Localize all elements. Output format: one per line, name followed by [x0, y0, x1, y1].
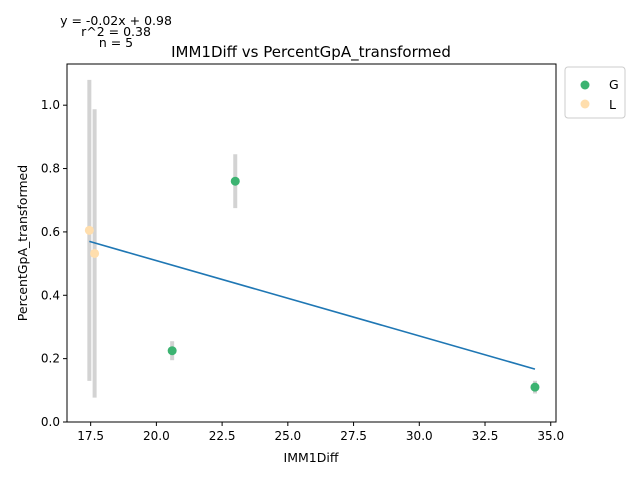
x-tick-label: 35.0: [537, 429, 564, 443]
data-point-g: [230, 176, 240, 186]
x-tick-label: 20.0: [143, 429, 170, 443]
y-axis-ticks: 0.0 0.2 0.4 0.6 0.8 1.0: [41, 98, 67, 429]
equation-annotation: y = -0.02x + 0.98: [60, 13, 172, 28]
x-tick-label: 22.5: [209, 429, 236, 443]
legend: G L: [564, 66, 626, 119]
x-axis-label: IMM1Diff: [284, 450, 339, 465]
n-annotation: n = 5: [99, 35, 133, 50]
y-tick-label: 0.8: [41, 162, 60, 176]
data-point-l: [90, 248, 100, 258]
legend-marker-g: [580, 80, 590, 90]
legend-label-g: G: [609, 77, 619, 92]
data-point-l: [84, 225, 94, 235]
data-point-g: [167, 346, 177, 356]
chart-title: IMM1Diff vs PercentGpA_transformed: [171, 43, 451, 62]
points-layer: [84, 176, 540, 392]
data-point-g: [530, 382, 540, 392]
y-axis-label: PercentGpA_transformed: [15, 165, 30, 321]
x-tick-label: 17.5: [77, 429, 104, 443]
y-tick-label: 0.4: [41, 288, 60, 302]
y-tick-label: 0.2: [41, 352, 60, 366]
r-squared-annotation: r^2 = 0.38: [81, 24, 151, 39]
y-tick-label: 1.0: [41, 98, 60, 112]
x-tick-label: 32.5: [472, 429, 499, 443]
legend-label-l: L: [609, 97, 616, 112]
y-tick-label: 0.6: [41, 225, 60, 239]
legend-box: [564, 66, 626, 119]
legend-marker-l: [580, 99, 590, 109]
plot-frame: [66, 63, 557, 423]
regression-line: [89, 240, 536, 370]
x-tick-label: 30.0: [406, 429, 433, 443]
y-tick-label: 0.0: [41, 415, 60, 429]
fit-line-layer: [89, 240, 536, 370]
x-tick-label: 27.5: [340, 429, 367, 443]
x-axis-ticks: 17.5 20.0 22.5 25.0 27.5 30.0 32.5 35.0: [77, 422, 564, 443]
x-tick-label: 25.0: [274, 429, 301, 443]
